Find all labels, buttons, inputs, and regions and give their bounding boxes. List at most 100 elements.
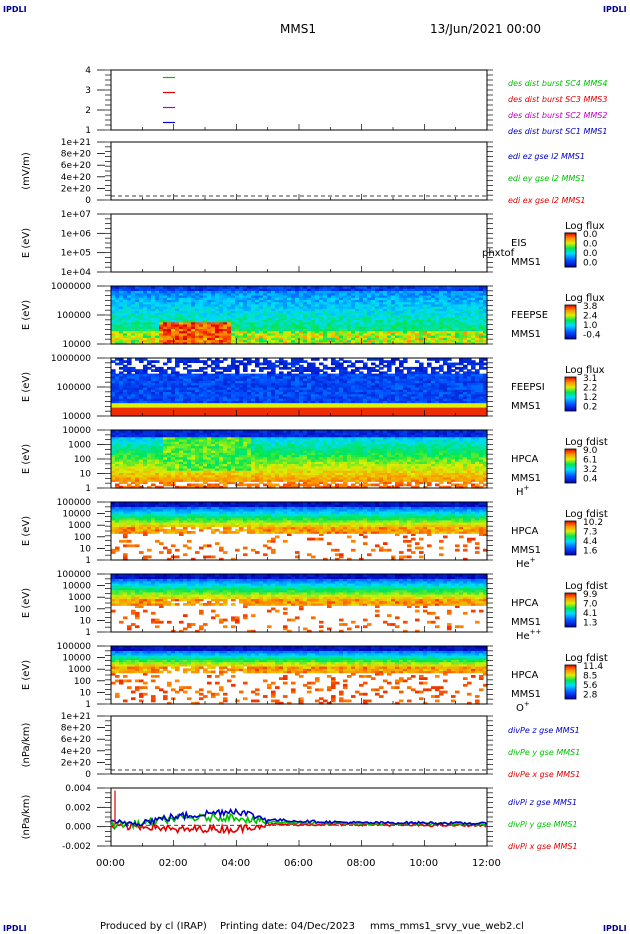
spectrogram-cell xyxy=(331,380,336,384)
spectrogram-cell xyxy=(387,294,392,298)
spectrogram-cell xyxy=(307,297,312,300)
spectrogram-cell xyxy=(203,297,208,300)
spectrogram-cell xyxy=(451,391,456,395)
spectrogram-cell xyxy=(459,389,464,392)
spectrogram-cell xyxy=(199,303,204,307)
spectrogram-cell xyxy=(299,360,304,363)
spectrogram-cell xyxy=(455,328,460,332)
spectrogram-cell xyxy=(259,294,264,298)
spectrogram-cell xyxy=(235,341,240,345)
spectrogram-cell xyxy=(195,400,200,404)
spectrogram-cell xyxy=(323,335,328,338)
spectrogram-cell xyxy=(127,335,132,338)
spectrogram-cell xyxy=(343,286,348,289)
spectrogram-cell xyxy=(259,413,264,417)
spectrogram-cell xyxy=(219,384,224,388)
spectrogram-cell xyxy=(191,294,196,298)
time-tick-label: 04:00 xyxy=(221,858,250,869)
spectrogram-cell xyxy=(187,387,192,390)
spectrogram-cell xyxy=(255,387,260,390)
spectrogram-cell xyxy=(175,315,180,318)
spectrogram-cell xyxy=(259,299,264,303)
spectrogram-cell xyxy=(307,380,312,384)
spectrogram-cell xyxy=(479,364,484,368)
spectrogram-cell xyxy=(355,335,360,338)
spectrogram-cell xyxy=(335,389,340,392)
spectrogram-cell xyxy=(243,362,248,366)
spectrogram-cell xyxy=(155,411,160,415)
spectrogram-cell xyxy=(327,312,332,316)
spectrogram-cell xyxy=(411,332,416,336)
spectrogram-cell xyxy=(435,294,440,298)
spectrogram-cell xyxy=(315,337,320,341)
spectrogram-cell xyxy=(407,409,412,413)
spectrogram-cell xyxy=(231,301,236,305)
spectrogram-cell xyxy=(431,326,436,329)
spectrogram-cell xyxy=(311,413,316,417)
spectrogram-cell xyxy=(375,391,380,395)
spectrogram-cell xyxy=(363,292,368,296)
spacecraft-label: MMS1 xyxy=(511,257,541,268)
spectrogram-cell xyxy=(227,387,232,390)
spectrogram-cell xyxy=(335,373,340,377)
spectrogram-cell xyxy=(155,382,160,386)
spectrogram-cell xyxy=(395,328,400,332)
spectrogram-cell xyxy=(167,339,172,343)
spectrogram-cell xyxy=(251,391,256,395)
spectrogram-cell xyxy=(291,290,296,294)
spectrogram-cell xyxy=(259,366,264,370)
spectrogram-cell xyxy=(235,395,240,399)
spectrogram-cell xyxy=(243,411,248,415)
spectrogram-cell xyxy=(223,382,228,386)
spectrogram-cell xyxy=(179,303,184,307)
spectrogram-cell xyxy=(375,319,380,323)
spectrogram-cell xyxy=(395,358,400,361)
spectrogram-cell xyxy=(231,315,236,318)
spectrogram-cell xyxy=(351,308,356,312)
spectrogram-cell xyxy=(311,373,316,377)
spectrogram-cell xyxy=(279,328,284,332)
spectrogram-cell xyxy=(375,294,380,298)
spectrogram-cell xyxy=(139,378,144,381)
spectrogram-cell xyxy=(475,395,480,399)
spectrogram-cell xyxy=(479,335,484,338)
spectrogram-cell xyxy=(315,382,320,386)
spectrogram-cell xyxy=(391,301,396,305)
spectrogram-cell xyxy=(219,382,224,386)
spectrogram-cell xyxy=(339,413,344,417)
spectrogram-cell xyxy=(175,373,180,377)
spectrogram-cell xyxy=(403,413,408,417)
spectrogram-cell xyxy=(263,360,268,363)
spectrogram-cell xyxy=(335,337,340,341)
spectrogram-cell xyxy=(475,402,480,406)
spectrogram-cell xyxy=(371,328,376,332)
spectrogram-cell xyxy=(459,290,464,294)
spectrogram-cell xyxy=(411,301,416,305)
spectrogram-cell xyxy=(407,308,412,312)
spectrogram-cell xyxy=(311,395,316,399)
spectrogram-cell xyxy=(263,301,268,305)
spectrogram-cell xyxy=(223,292,228,296)
spectrogram-cell xyxy=(331,323,336,327)
spectrogram-cell xyxy=(215,389,220,392)
spectrogram-cell xyxy=(411,297,416,300)
spectrogram-cell xyxy=(399,360,404,363)
spectrogram-cell xyxy=(327,294,332,298)
spectrogram-cell xyxy=(327,332,332,336)
spectrogram-cell xyxy=(399,411,404,415)
spectrogram-cell xyxy=(191,339,196,343)
spectrogram-cell xyxy=(427,312,432,316)
spectrogram-cell xyxy=(311,402,316,406)
spectrogram-cell xyxy=(407,288,412,291)
spectrogram-cell xyxy=(263,290,268,294)
spectrogram-cell xyxy=(463,323,468,327)
spectrogram-cell xyxy=(119,398,124,401)
spectrogram-cell xyxy=(443,404,448,408)
spectrogram-cell xyxy=(191,290,196,294)
spectrogram-cell xyxy=(407,411,412,415)
spectrogram-cell xyxy=(471,407,476,410)
spectrogram-cell xyxy=(363,297,368,300)
spectrogram-cell xyxy=(167,375,172,379)
spectrogram-cell xyxy=(363,382,368,386)
spectrogram-cell xyxy=(311,323,316,327)
